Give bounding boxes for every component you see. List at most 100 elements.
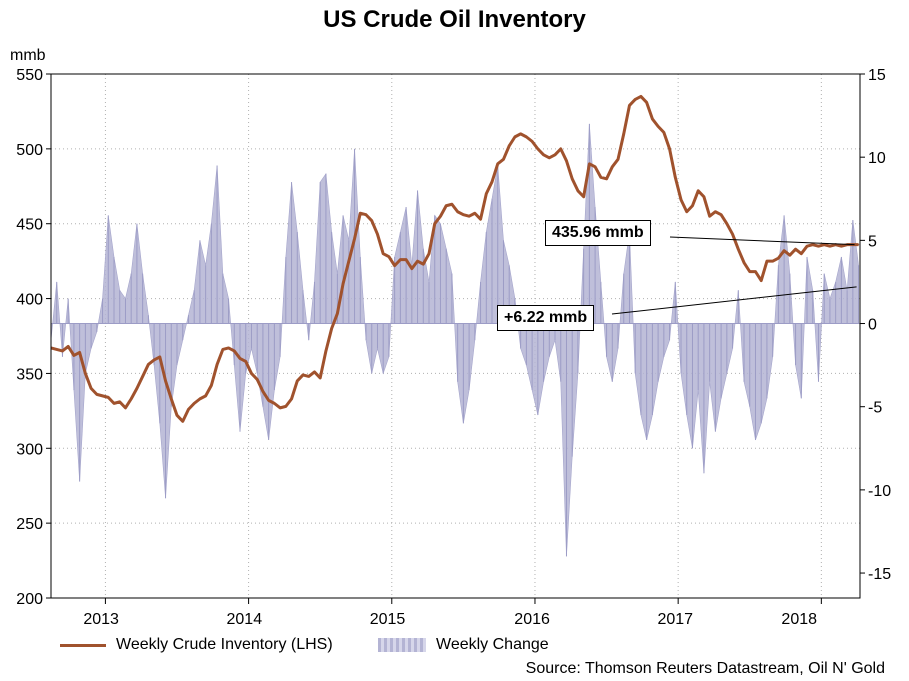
inventory-point-71 bbox=[457, 211, 459, 213]
inventory-point-51 bbox=[342, 283, 344, 285]
inventory-point-66 bbox=[428, 253, 430, 255]
inventory-point-95 bbox=[594, 166, 596, 168]
inventory-point-108 bbox=[668, 148, 671, 150]
inventory-point-92 bbox=[577, 190, 579, 192]
inventory-point-100 bbox=[623, 133, 625, 135]
legend-inventory: Weekly Crude Inventory (LHS) bbox=[60, 636, 333, 654]
left-tick-label-5: 450 bbox=[16, 217, 43, 234]
left-tick-label-1: 250 bbox=[16, 516, 43, 533]
inventory-point-129 bbox=[789, 254, 791, 256]
inventory-point-73 bbox=[468, 215, 470, 217]
inventory-point-40 bbox=[279, 407, 281, 409]
inventory-point-68 bbox=[439, 215, 442, 217]
inventory-point-81 bbox=[514, 136, 516, 138]
change-callout-leader bbox=[611, 286, 857, 315]
inventory-point-29 bbox=[216, 363, 218, 366]
inventory-point-75 bbox=[479, 218, 482, 220]
axis-layer: 200 250 300 350 400 450 500 550 mmb -15 -10 -5 0 5 10 1… bbox=[10, 47, 891, 628]
x-tick-label-2: 2015 bbox=[370, 611, 406, 628]
callout-lines bbox=[611, 236, 857, 315]
inventory-point-53 bbox=[353, 238, 356, 240]
inventory-point-9 bbox=[101, 395, 104, 397]
inventory-point-111 bbox=[686, 211, 688, 213]
inventory-point-1 bbox=[56, 348, 58, 351]
inventory-point-19 bbox=[159, 356, 161, 358]
inventory-point-117 bbox=[720, 214, 722, 216]
left-tick-label-6: 500 bbox=[16, 142, 43, 159]
inventory-point-3 bbox=[67, 345, 69, 348]
inventory-point-20 bbox=[164, 380, 167, 382]
inventory-point-113 bbox=[697, 190, 699, 192]
inventory-point-4 bbox=[73, 354, 75, 357]
inventory-point-5 bbox=[79, 351, 81, 354]
inventory-point-99 bbox=[617, 158, 619, 160]
inventory-point-49 bbox=[331, 327, 333, 330]
right-tick-label-6: 15 bbox=[868, 67, 886, 84]
legend-change-swatch bbox=[378, 638, 426, 652]
inventory-point-26 bbox=[199, 398, 201, 400]
inventory-point-54 bbox=[359, 212, 361, 214]
inventory-point-55 bbox=[365, 214, 367, 216]
inventory-point-65 bbox=[422, 263, 424, 265]
inventory-point-45 bbox=[308, 375, 310, 378]
legend-change: Weekly Change bbox=[378, 636, 549, 654]
inventory-point-35 bbox=[250, 372, 253, 375]
inventory-point-31 bbox=[227, 347, 230, 349]
inventory-point-62 bbox=[405, 259, 407, 261]
inventory-point-18 bbox=[153, 359, 155, 361]
inventory-callout: 435.96 mmb bbox=[545, 220, 651, 246]
x-tick-label-3: 2016 bbox=[514, 611, 550, 628]
inventory-point-93 bbox=[583, 196, 585, 198]
left-tick-label-2: 300 bbox=[16, 441, 43, 458]
inventory-line-layer bbox=[50, 94, 860, 423]
change-callout: +6.22 mmb bbox=[497, 305, 595, 331]
inventory-point-23 bbox=[182, 420, 184, 422]
plot-frame bbox=[50, 73, 861, 599]
inventory-point-107 bbox=[663, 131, 665, 133]
inventory-point-125 bbox=[766, 260, 768, 262]
inventory-point-89 bbox=[560, 148, 562, 150]
inventory-point-34 bbox=[245, 360, 247, 363]
inventory-point-15 bbox=[136, 387, 138, 389]
inventory-point-58 bbox=[382, 253, 384, 255]
inventory-point-101 bbox=[628, 104, 631, 107]
inventory-point-127 bbox=[777, 257, 779, 259]
inventory-point-11 bbox=[113, 402, 115, 404]
inventory-point-136 bbox=[829, 245, 831, 247]
inventory-point-32 bbox=[233, 350, 235, 352]
inventory-point-24 bbox=[187, 408, 190, 410]
left-tick-label-0: 200 bbox=[16, 591, 43, 608]
inventory-point-48 bbox=[325, 350, 327, 352]
inventory-point-128 bbox=[783, 250, 785, 252]
inventory-point-13 bbox=[124, 407, 127, 409]
inventory-point-121 bbox=[743, 262, 745, 264]
inventory-point-131 bbox=[800, 253, 802, 255]
inventory-point-67 bbox=[434, 223, 436, 225]
inventory-point-74 bbox=[474, 212, 476, 214]
inventory-point-76 bbox=[485, 193, 487, 195]
inventory-point-85 bbox=[537, 148, 539, 150]
inventory-point-104 bbox=[646, 101, 648, 104]
frame-layer bbox=[50, 73, 861, 599]
inventory-point-90 bbox=[565, 160, 568, 162]
inventory-point-50 bbox=[336, 312, 338, 315]
right-tick-label-0: -15 bbox=[868, 566, 891, 583]
inventory-point-94 bbox=[588, 163, 590, 165]
inventory-point-7 bbox=[90, 387, 92, 389]
inventory-point-96 bbox=[600, 176, 602, 178]
x-tick-label-0: 2013 bbox=[83, 611, 119, 628]
inventory-point-79 bbox=[502, 158, 505, 160]
inventory-point-16 bbox=[142, 375, 144, 378]
inventory-point-33 bbox=[239, 357, 241, 360]
inventory-point-141 bbox=[857, 244, 860, 246]
inventory-point-46 bbox=[313, 371, 316, 373]
inventory-point-64 bbox=[416, 260, 419, 262]
inventory-point-43 bbox=[296, 380, 298, 382]
inventory-point-130 bbox=[794, 248, 797, 250]
inventory-point-14 bbox=[130, 398, 132, 400]
inventory-point-21 bbox=[170, 398, 172, 400]
left-axis-unit: mmb bbox=[10, 47, 46, 64]
inventory-point-72 bbox=[462, 214, 464, 216]
inventory-point-126 bbox=[772, 260, 774, 262]
